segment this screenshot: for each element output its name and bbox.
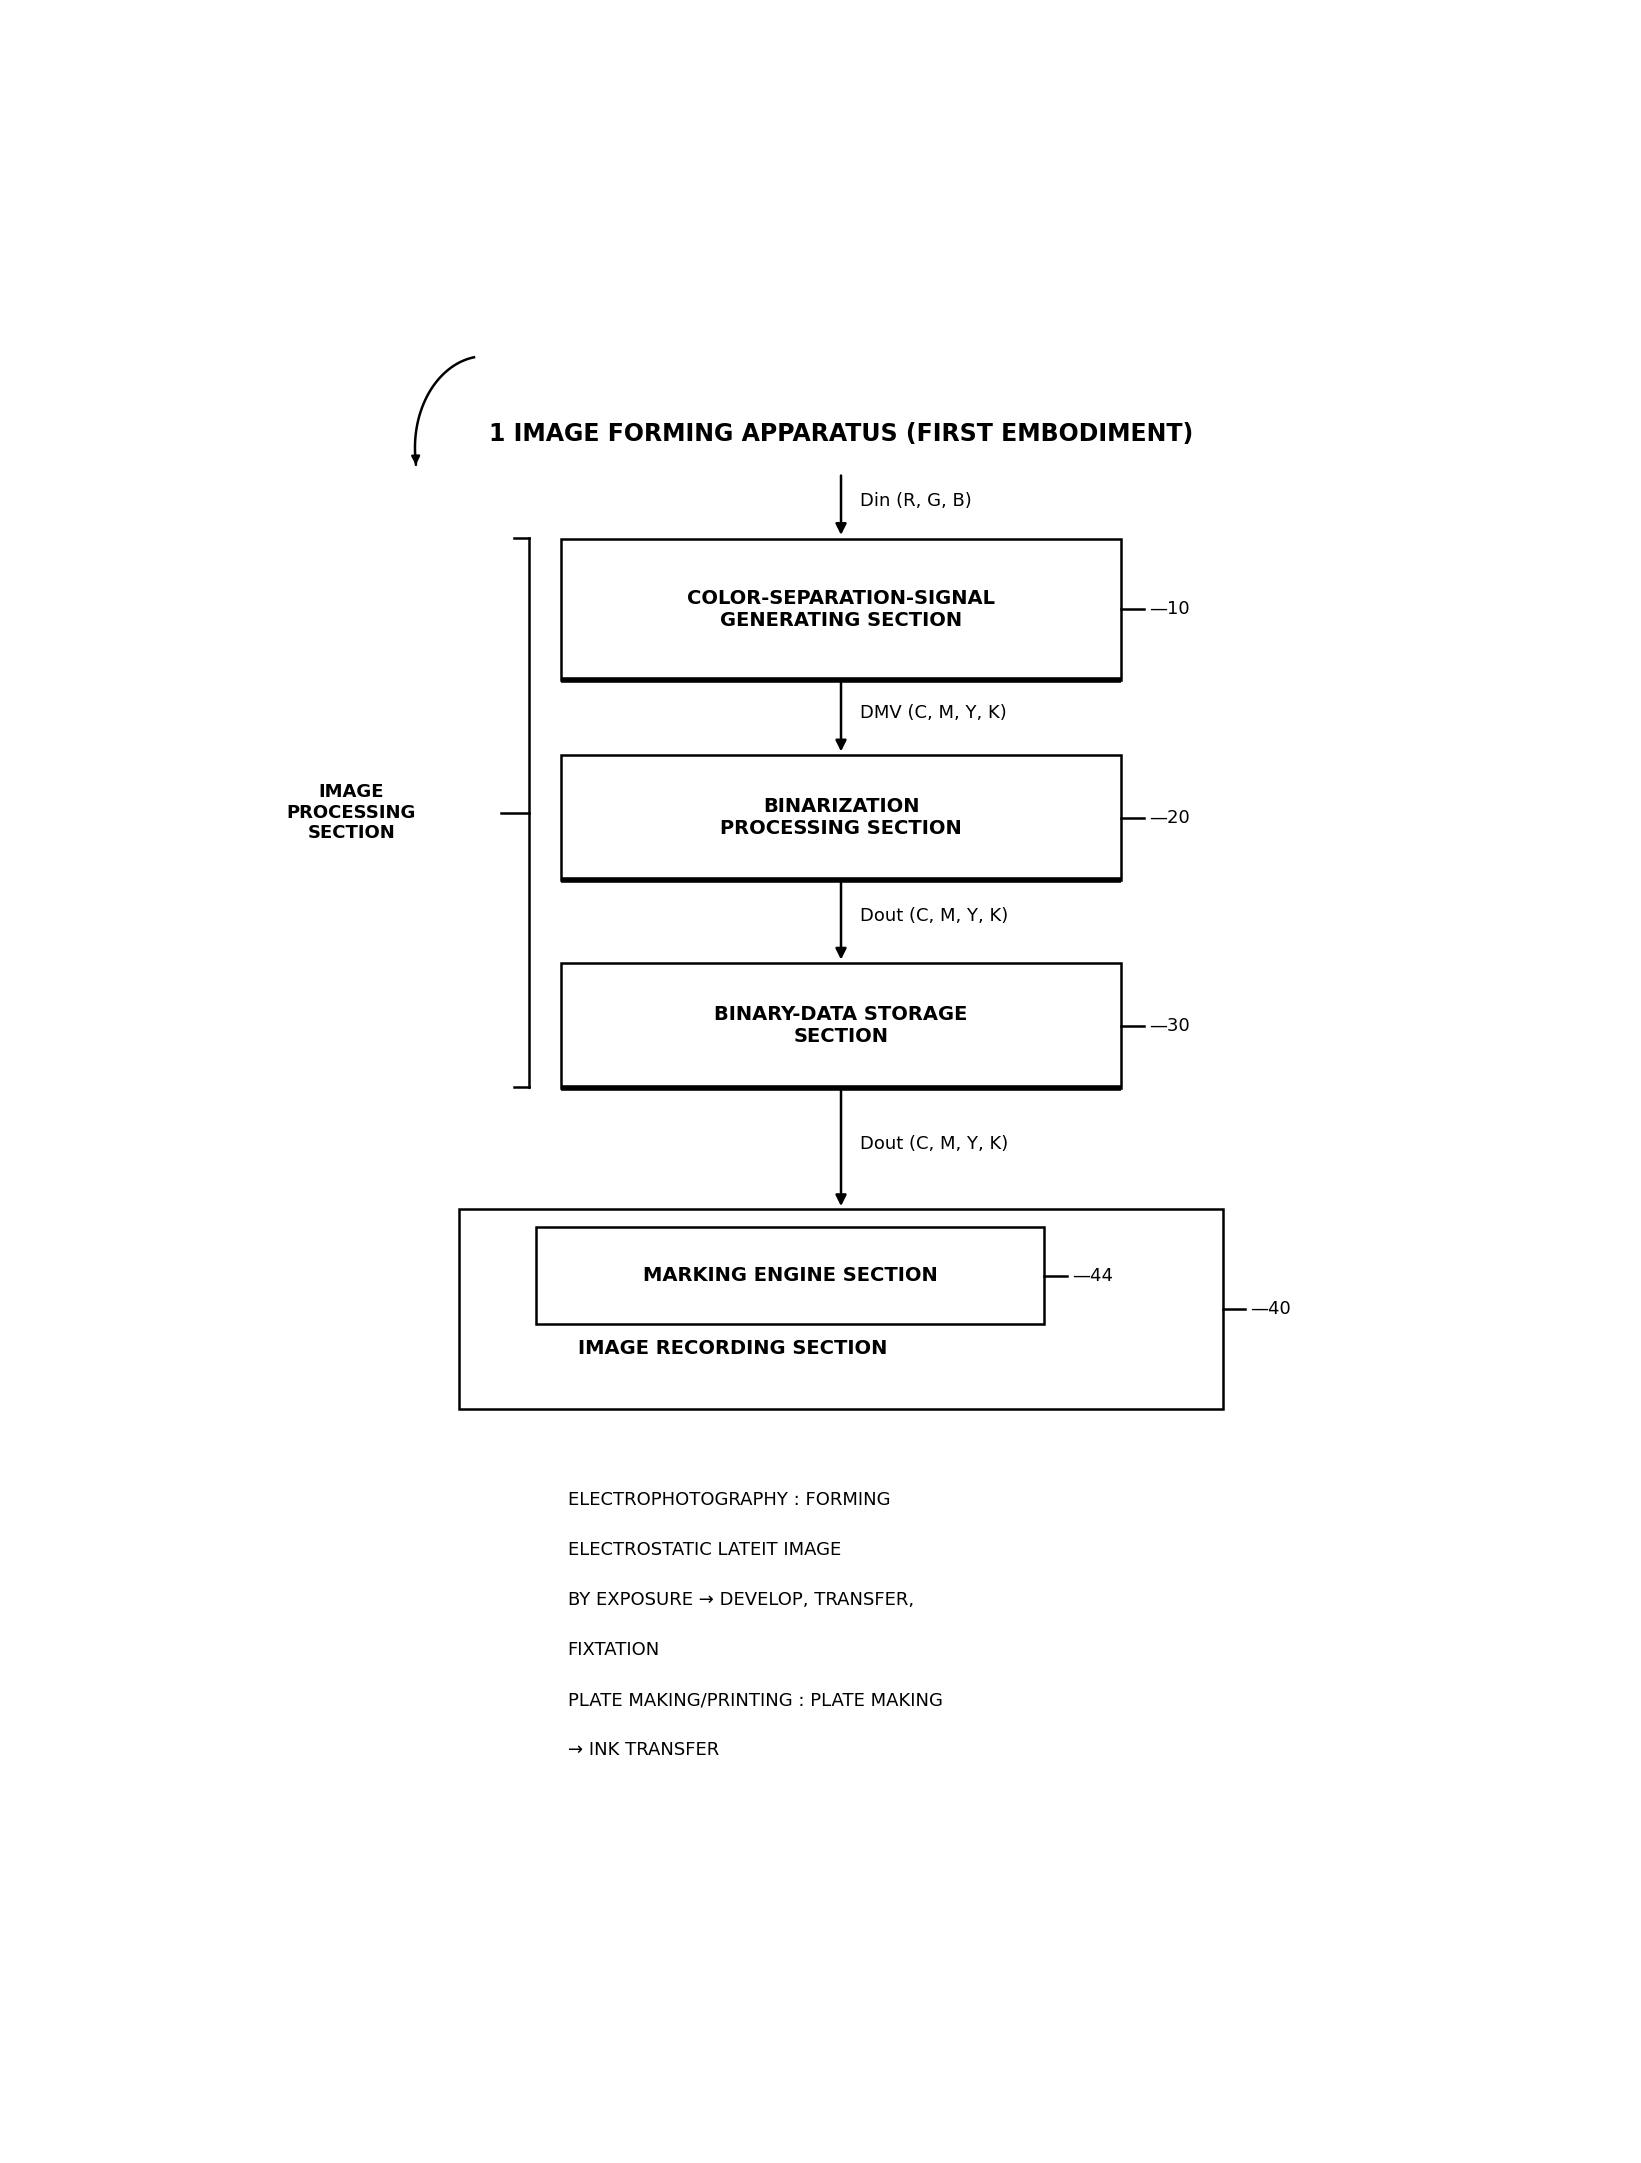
Text: BY EXPOSURE → DEVELOP, TRANSFER,: BY EXPOSURE → DEVELOP, TRANSFER, xyxy=(568,1592,914,1609)
Text: COLOR-SEPARATION-SIGNAL
GENERATING SECTION: COLOR-SEPARATION-SIGNAL GENERATING SECTI… xyxy=(688,588,994,629)
Bar xyxy=(561,755,1121,880)
Text: BINARIZATION
PROCESSING SECTION: BINARIZATION PROCESSING SECTION xyxy=(720,796,962,837)
Text: IMAGE RECORDING SECTION: IMAGE RECORDING SECTION xyxy=(578,1339,888,1358)
Bar xyxy=(537,1226,1045,1324)
Text: 1 IMAGE FORMING APPARATUS (FIRST EMBODIMENT): 1 IMAGE FORMING APPARATUS (FIRST EMBODIM… xyxy=(489,422,1193,446)
Bar xyxy=(459,1209,1223,1408)
Text: ELECTROSTATIC LATEIT IMAGE: ELECTROSTATIC LATEIT IMAGE xyxy=(568,1542,840,1560)
Text: —20: —20 xyxy=(1149,809,1190,826)
Text: —30: —30 xyxy=(1149,1017,1190,1034)
Text: —10: —10 xyxy=(1149,601,1190,619)
Text: ELECTROPHOTOGRAPHY : FORMING: ELECTROPHOTOGRAPHY : FORMING xyxy=(568,1490,889,1510)
Text: Din (R, G, B): Din (R, G, B) xyxy=(860,491,971,510)
Text: MARKING ENGINE SECTION: MARKING ENGINE SECTION xyxy=(643,1265,937,1285)
Text: → INK TRANSFER: → INK TRANSFER xyxy=(568,1741,719,1759)
Text: IMAGE
PROCESSING
SECTION: IMAGE PROCESSING SECTION xyxy=(287,783,417,841)
Text: —40: —40 xyxy=(1250,1300,1291,1317)
Bar xyxy=(561,963,1121,1088)
Text: —44: —44 xyxy=(1073,1268,1114,1285)
Text: Dout (C, M, Y, K): Dout (C, M, Y, K) xyxy=(860,1136,1008,1153)
Text: FIXTATION: FIXTATION xyxy=(568,1642,660,1659)
Text: DMV (C, M, Y, K): DMV (C, M, Y, K) xyxy=(860,703,1008,722)
Bar xyxy=(561,539,1121,679)
Text: Dout (C, M, Y, K): Dout (C, M, Y, K) xyxy=(860,906,1008,926)
Text: PLATE MAKING/PRINTING : PLATE MAKING: PLATE MAKING/PRINTING : PLATE MAKING xyxy=(568,1691,942,1709)
Text: BINARY-DATA STORAGE
SECTION: BINARY-DATA STORAGE SECTION xyxy=(714,1006,968,1047)
